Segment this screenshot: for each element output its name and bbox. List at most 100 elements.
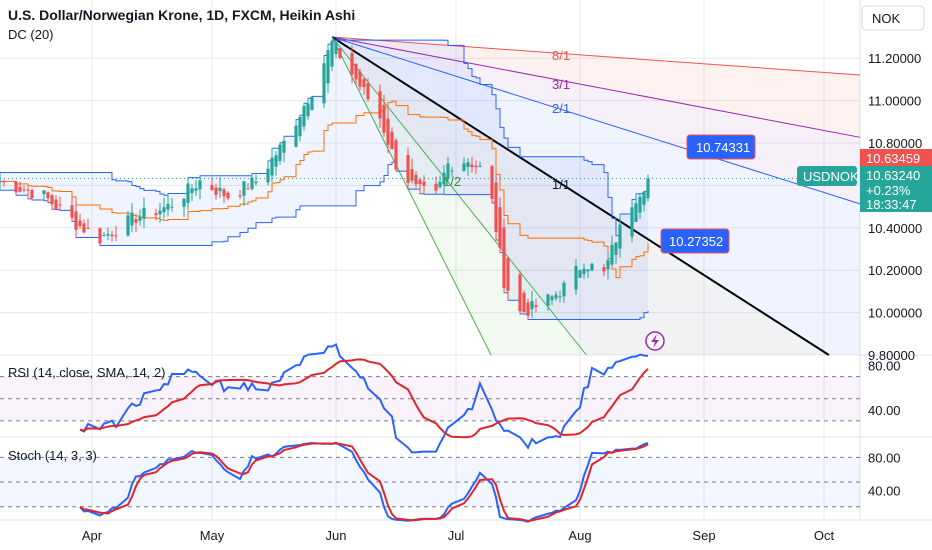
candle bbox=[478, 161, 482, 168]
candle-body bbox=[242, 181, 246, 196]
candle-body bbox=[614, 242, 618, 255]
candle bbox=[466, 157, 470, 176]
candle-body bbox=[26, 189, 30, 191]
donchian-fill bbox=[0, 40, 648, 320]
candle-body bbox=[250, 177, 254, 189]
candle-body bbox=[438, 181, 442, 188]
candle-body bbox=[86, 227, 90, 229]
candle bbox=[18, 181, 22, 193]
line-price-tag-text: 10.63459 bbox=[866, 151, 920, 166]
candle-body bbox=[222, 189, 226, 197]
candle bbox=[70, 197, 74, 222]
candle-body bbox=[474, 165, 478, 168]
candle-body bbox=[638, 196, 642, 213]
candle-body bbox=[302, 105, 306, 127]
candle-body bbox=[418, 179, 422, 184]
candle bbox=[590, 262, 594, 272]
rsi-label: RSI (14, close, SMA, 14, 2) bbox=[8, 365, 166, 380]
rsi-y-tick: 80.00 bbox=[868, 359, 901, 374]
candle-body bbox=[186, 183, 190, 203]
candle bbox=[490, 164, 494, 203]
candle bbox=[378, 84, 382, 128]
candle bbox=[634, 193, 638, 223]
background-layer bbox=[0, 0, 932, 521]
indicator-panels bbox=[0, 343, 860, 523]
candle bbox=[418, 177, 422, 194]
candle bbox=[242, 180, 246, 206]
candle bbox=[250, 173, 254, 191]
candle bbox=[606, 252, 610, 280]
candle-body bbox=[610, 244, 614, 265]
candle-body bbox=[194, 188, 198, 191]
candle-body bbox=[466, 162, 470, 168]
candle-body bbox=[354, 63, 358, 80]
candle bbox=[394, 138, 398, 172]
candle bbox=[326, 44, 330, 93]
candle-body bbox=[130, 212, 134, 226]
fan-label-8-1: 8/1 bbox=[552, 48, 570, 63]
candle-body bbox=[578, 270, 582, 278]
candle-body bbox=[554, 294, 558, 299]
candle-body bbox=[70, 205, 74, 218]
candle bbox=[26, 186, 30, 199]
candle-body bbox=[50, 195, 54, 205]
candle bbox=[502, 218, 506, 293]
candle-body bbox=[394, 140, 398, 170]
candle-body bbox=[74, 211, 78, 230]
donchian-basis bbox=[0, 100, 649, 279]
currency-button-label[interactable]: NOK bbox=[872, 11, 901, 26]
candle bbox=[330, 40, 334, 71]
candle-body bbox=[558, 296, 562, 298]
candle bbox=[278, 142, 282, 165]
candle-body bbox=[550, 296, 554, 301]
candle bbox=[614, 242, 618, 264]
candle bbox=[254, 174, 258, 186]
candle bbox=[306, 98, 310, 120]
symbol-tag: USDNOK bbox=[797, 166, 859, 186]
candle-body bbox=[330, 41, 334, 67]
fan-ray-3-1 bbox=[331, 36, 861, 138]
candle-body bbox=[590, 263, 594, 271]
candle-body bbox=[138, 216, 142, 221]
candle-body bbox=[2, 181, 6, 183]
candle bbox=[154, 208, 158, 221]
candle bbox=[210, 177, 214, 191]
x-tick-label: May bbox=[200, 528, 225, 543]
currency-button[interactable]: NOK bbox=[861, 5, 925, 31]
candle bbox=[106, 227, 110, 241]
candle bbox=[246, 182, 250, 190]
candle bbox=[602, 263, 606, 277]
lightning-icon[interactable] bbox=[645, 331, 665, 351]
candle-body bbox=[170, 206, 174, 208]
candle bbox=[414, 171, 418, 188]
candle-body bbox=[522, 292, 526, 313]
candle bbox=[238, 189, 242, 200]
rsi-band-fill bbox=[0, 376, 860, 421]
candle-body bbox=[210, 184, 214, 191]
candle bbox=[130, 203, 134, 233]
candle bbox=[186, 177, 190, 210]
candle-body bbox=[498, 207, 502, 248]
candle-body bbox=[434, 183, 438, 191]
last-price-text: 10.63240 bbox=[866, 168, 920, 183]
candle bbox=[138, 209, 142, 226]
candle bbox=[162, 197, 166, 219]
callout-upper[interactable]: 10.74331 bbox=[686, 134, 756, 160]
candle bbox=[30, 188, 34, 200]
candle bbox=[618, 213, 622, 258]
stoch-label: Stoch (14, 3, 3) bbox=[8, 448, 97, 463]
candle bbox=[22, 185, 26, 193]
candle bbox=[0, 172, 2, 191]
candle-body bbox=[114, 235, 118, 237]
candle bbox=[134, 213, 138, 233]
candle bbox=[494, 172, 498, 240]
candle bbox=[74, 201, 78, 238]
candle-body bbox=[646, 178, 650, 199]
candle-body bbox=[110, 234, 114, 237]
callout-lower[interactable]: 10.27352 bbox=[660, 228, 730, 254]
candle bbox=[630, 199, 634, 243]
fan-fill bbox=[332, 37, 860, 355]
candle bbox=[638, 193, 642, 220]
candle-body bbox=[502, 227, 506, 289]
